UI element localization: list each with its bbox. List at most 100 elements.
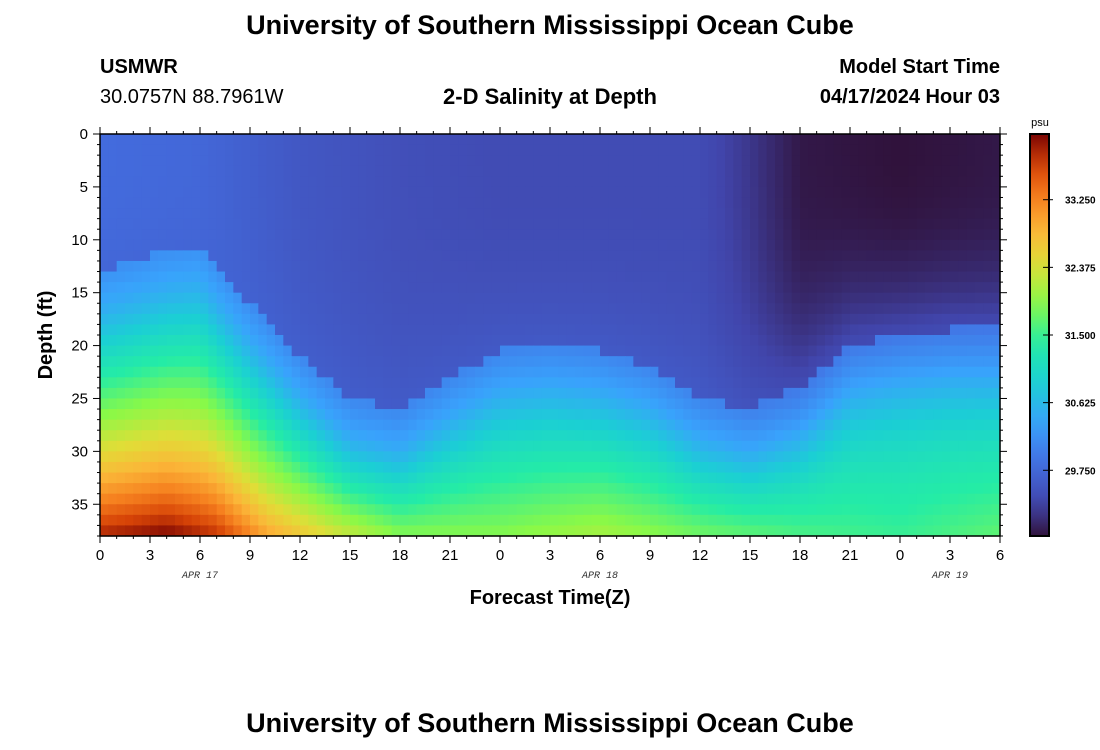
heatmap-cell xyxy=(450,208,459,220)
heatmap-cell xyxy=(558,218,568,230)
heatmap-cell xyxy=(258,176,268,188)
heatmap-cell xyxy=(666,292,676,304)
heatmap-cell xyxy=(508,483,518,495)
heatmap-cell xyxy=(425,345,434,357)
heatmap-cell xyxy=(266,134,276,146)
heatmap-cell xyxy=(800,313,809,326)
heatmap-cell xyxy=(900,292,909,304)
heatmap-cell xyxy=(125,356,134,368)
heatmap-cell xyxy=(225,451,234,463)
heatmap-cell xyxy=(133,186,143,199)
heatmap-cell xyxy=(158,208,168,220)
heatmap-cell xyxy=(316,282,326,294)
heatmap-cell xyxy=(875,229,884,241)
heatmap-cell xyxy=(366,313,376,326)
y-tick-label: 10 xyxy=(71,232,88,249)
heatmap-cell xyxy=(841,451,851,463)
date-label: APR 18 xyxy=(581,571,618,582)
heatmap-cell xyxy=(875,514,884,527)
heatmap-cell xyxy=(141,356,151,368)
heatmap-cell xyxy=(383,218,393,230)
heatmap-cell xyxy=(866,155,876,167)
heatmap-cell xyxy=(133,409,143,421)
heatmap-cell xyxy=(983,377,993,389)
heatmap-cell xyxy=(633,313,643,326)
heatmap-cell xyxy=(933,430,943,442)
heatmap-cell xyxy=(300,419,309,431)
heatmap-cell xyxy=(108,144,118,156)
heatmap-cell xyxy=(791,197,801,209)
heatmap-cell xyxy=(641,504,651,516)
heatmap-cell xyxy=(391,155,401,167)
heatmap-cell xyxy=(566,197,576,209)
heatmap-cell xyxy=(558,282,568,294)
heatmap-cell xyxy=(933,208,943,220)
heatmap-cell xyxy=(700,239,709,251)
heatmap-cell xyxy=(633,239,643,251)
heatmap-cell xyxy=(866,493,876,505)
heatmap-cell xyxy=(966,483,976,495)
heatmap-cell xyxy=(341,366,351,378)
heatmap-cell xyxy=(225,409,234,421)
heatmap-cell xyxy=(158,493,168,505)
heatmap-cell xyxy=(508,313,518,326)
heatmap-cell xyxy=(400,271,409,283)
heatmap-cell xyxy=(158,313,168,326)
y-tick-label: 20 xyxy=(71,338,88,355)
heatmap-cell xyxy=(983,514,993,527)
heatmap-cell xyxy=(158,483,168,495)
heatmap-cell xyxy=(383,303,393,315)
heatmap-cell xyxy=(566,409,576,421)
heatmap-cell xyxy=(850,144,859,156)
heatmap-cell xyxy=(166,303,176,315)
heatmap-cell xyxy=(591,229,601,241)
heatmap-cell xyxy=(216,419,226,431)
heatmap-cell xyxy=(475,440,484,452)
heatmap-cell xyxy=(608,377,618,389)
heatmap-cell xyxy=(966,419,976,431)
heatmap-cell xyxy=(883,451,893,463)
heatmap-cell xyxy=(283,303,293,315)
heatmap-cell xyxy=(450,292,459,304)
heatmap-cell xyxy=(758,430,768,442)
heatmap-cell xyxy=(941,324,951,336)
heatmap-cell xyxy=(458,493,468,505)
heatmap-cell xyxy=(391,398,401,410)
heatmap-cell xyxy=(825,155,834,167)
heatmap-cell xyxy=(766,483,776,495)
heatmap-cell xyxy=(591,472,601,484)
heatmap-cell xyxy=(366,292,376,304)
heatmap-cell xyxy=(908,514,918,527)
heatmap-cell xyxy=(116,377,126,389)
heatmap-cell xyxy=(558,504,568,516)
heatmap-cell xyxy=(216,493,226,505)
heatmap-cell xyxy=(491,218,501,230)
heatmap-cell xyxy=(733,271,743,283)
heatmap-cell xyxy=(116,260,126,273)
heatmap-cell xyxy=(500,440,509,452)
heatmap-cell xyxy=(808,176,818,188)
heatmap-cell xyxy=(900,440,909,452)
heatmap-cell xyxy=(841,229,851,241)
heatmap-cell xyxy=(133,461,143,474)
heatmap-cell xyxy=(425,377,434,389)
heatmap-cell xyxy=(391,229,401,241)
heatmap-cell xyxy=(233,493,243,505)
heatmap-cell xyxy=(591,324,601,336)
heatmap-cell xyxy=(575,525,584,537)
heatmap-cell xyxy=(750,345,759,357)
heatmap-cell xyxy=(933,451,943,463)
heatmap-cell xyxy=(266,366,276,378)
heatmap-cell xyxy=(950,260,959,273)
heatmap-cell xyxy=(933,514,943,527)
heatmap-cell xyxy=(416,440,426,452)
heatmap-cell xyxy=(825,144,834,156)
heatmap-cell xyxy=(175,398,184,410)
heatmap-cell xyxy=(200,313,209,326)
heatmap-cell xyxy=(700,208,709,220)
heatmap-cell xyxy=(383,493,393,505)
heatmap-cell xyxy=(333,493,343,505)
heatmap-cell xyxy=(383,356,393,368)
heatmap-cell xyxy=(941,165,951,177)
heatmap-cell xyxy=(841,377,851,389)
